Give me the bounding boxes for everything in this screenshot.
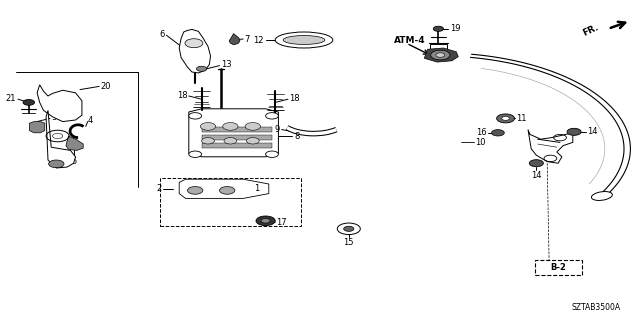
- Text: 21: 21: [6, 94, 16, 103]
- Polygon shape: [202, 127, 272, 132]
- Circle shape: [261, 219, 270, 223]
- Ellipse shape: [591, 192, 612, 200]
- Text: 18: 18: [177, 91, 188, 100]
- Polygon shape: [202, 135, 272, 140]
- Text: 19: 19: [450, 24, 460, 33]
- Circle shape: [502, 116, 509, 120]
- Text: 8: 8: [294, 132, 300, 140]
- Text: 10: 10: [475, 138, 485, 147]
- Text: 13: 13: [221, 60, 232, 69]
- Text: 7: 7: [244, 35, 250, 44]
- Text: FR.: FR.: [581, 23, 600, 38]
- Text: 14: 14: [531, 171, 541, 180]
- Text: 20: 20: [100, 82, 111, 91]
- Polygon shape: [179, 179, 269, 198]
- Polygon shape: [66, 136, 83, 150]
- Polygon shape: [528, 130, 573, 163]
- Text: 11: 11: [516, 114, 527, 123]
- Circle shape: [202, 138, 214, 144]
- Ellipse shape: [283, 36, 325, 44]
- Circle shape: [200, 123, 216, 130]
- Circle shape: [246, 138, 259, 144]
- Text: 15: 15: [344, 238, 354, 247]
- Ellipse shape: [275, 32, 333, 48]
- Text: 17: 17: [276, 218, 287, 227]
- Text: 4: 4: [88, 116, 93, 124]
- Text: 16: 16: [476, 128, 486, 137]
- Polygon shape: [46, 110, 76, 168]
- Circle shape: [266, 151, 278, 157]
- Text: B-2: B-2: [550, 263, 566, 272]
- Circle shape: [224, 138, 237, 144]
- Circle shape: [497, 114, 515, 123]
- Polygon shape: [179, 29, 211, 73]
- Text: 5: 5: [71, 157, 76, 166]
- Text: SZTAB3500A: SZTAB3500A: [572, 303, 621, 312]
- Polygon shape: [29, 122, 45, 133]
- Polygon shape: [202, 143, 272, 148]
- Circle shape: [567, 128, 581, 135]
- Circle shape: [436, 53, 445, 57]
- Text: 9: 9: [275, 125, 280, 134]
- Text: ATM-4: ATM-4: [394, 36, 425, 44]
- Polygon shape: [189, 109, 278, 157]
- Text: 14: 14: [587, 127, 597, 136]
- Circle shape: [189, 113, 202, 119]
- FancyBboxPatch shape: [535, 260, 582, 275]
- Text: 12: 12: [253, 36, 264, 44]
- Bar: [430, 44, 447, 53]
- Circle shape: [492, 130, 504, 136]
- Polygon shape: [37, 85, 82, 122]
- Circle shape: [245, 123, 260, 130]
- Circle shape: [256, 216, 275, 226]
- Text: 2: 2: [157, 184, 162, 193]
- Polygon shape: [424, 48, 458, 62]
- Text: 1: 1: [254, 184, 259, 193]
- Text: 3: 3: [51, 113, 56, 122]
- Circle shape: [196, 66, 207, 71]
- Circle shape: [529, 160, 543, 167]
- Circle shape: [223, 123, 238, 130]
- Circle shape: [220, 187, 235, 194]
- Text: 18: 18: [289, 94, 300, 103]
- Circle shape: [188, 187, 203, 194]
- Circle shape: [431, 50, 450, 60]
- Polygon shape: [229, 34, 240, 45]
- Circle shape: [49, 160, 64, 168]
- Text: 6: 6: [159, 30, 164, 39]
- Circle shape: [433, 26, 444, 31]
- Circle shape: [266, 113, 278, 119]
- Circle shape: [189, 151, 202, 157]
- Circle shape: [23, 100, 35, 105]
- Bar: [160, 178, 301, 226]
- Circle shape: [337, 223, 360, 235]
- Circle shape: [344, 226, 354, 231]
- Circle shape: [185, 39, 203, 48]
